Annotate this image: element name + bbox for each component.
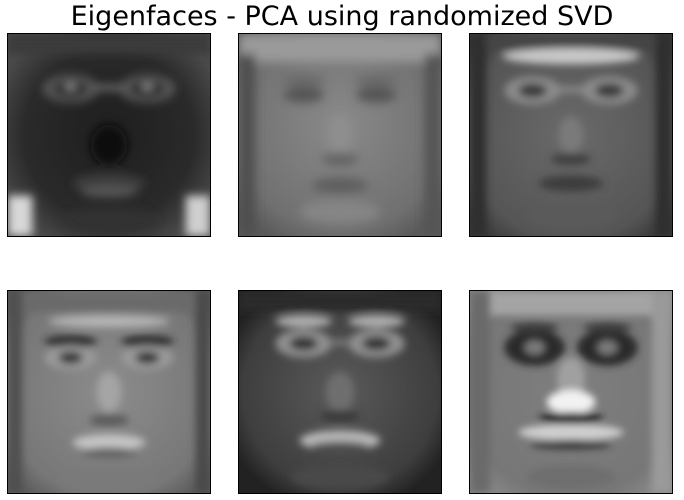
eigenface-panel-2 — [238, 33, 442, 237]
figure-title: Eigenfaces - PCA using randomized SVD — [70, 1, 614, 32]
eigenface-image-6 — [470, 291, 672, 493]
eigenface-image-1 — [8, 34, 210, 236]
eigenface-panel-6 — [469, 290, 673, 494]
eigenface-image-5 — [239, 291, 441, 493]
eigenface-image-2 — [239, 34, 441, 236]
eigenface-panel-5 — [238, 290, 442, 494]
eigenface-image-4 — [8, 291, 210, 493]
eigenface-image-3 — [470, 34, 672, 236]
eigenface-panel-3 — [469, 33, 673, 237]
eigenface-panel-4 — [7, 290, 211, 494]
eigenface-panel-1 — [7, 33, 211, 237]
